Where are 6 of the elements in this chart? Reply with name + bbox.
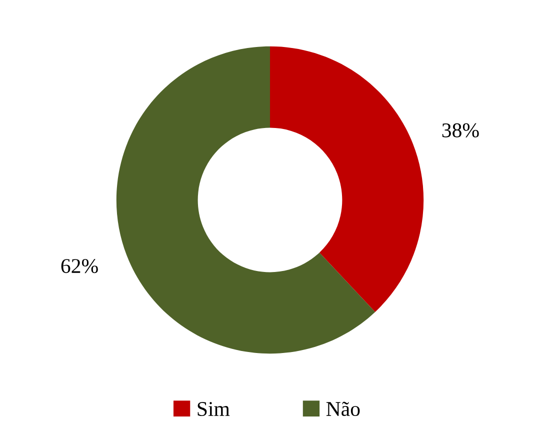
legend-label: Não <box>326 402 360 416</box>
donut-slice <box>270 46 424 312</box>
data-label: 62% <box>61 259 98 274</box>
data-label: 38% <box>442 123 479 138</box>
legend-label: Sim <box>198 402 230 416</box>
donut-slice <box>116 46 376 354</box>
